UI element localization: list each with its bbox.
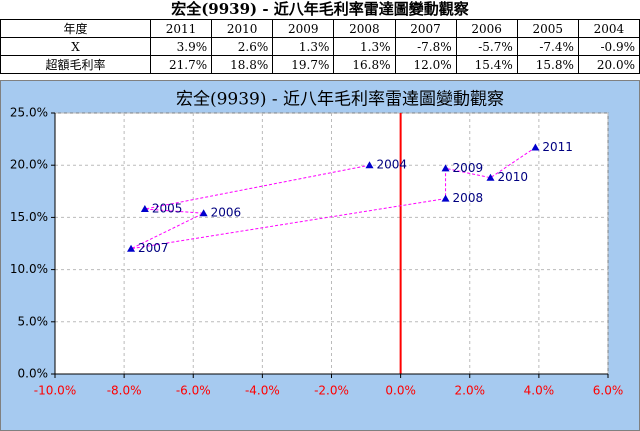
x-tick-label: -10.0% (34, 384, 76, 398)
y-tick-label: 25.0% (10, 106, 48, 120)
table-cell: 21.7% (149, 55, 213, 74)
chart: 宏全(9939) - 近八年毛利率雷達圖變動觀察 0.0% 5.0% 10.0% 15… (0, 80, 640, 431)
point (365, 161, 374, 169)
point-label: 2011 (542, 140, 573, 154)
table-title: 宏全(9939) - 近八年毛利率雷達圖變動觀察 (171, 0, 469, 18)
table-cell: 15.8% (516, 55, 579, 74)
x-tick-label: -8.0% (107, 384, 142, 398)
table-cell: 20.0% (577, 55, 640, 74)
table-cell: 19.7% (272, 55, 335, 74)
table-cell: 1.3% (272, 37, 335, 56)
point (199, 209, 208, 217)
table-row: X 3.9% 2.6% 1.3% 1.3% -7.8% -5.7% -7.4% -0.9% (0, 37, 640, 56)
x-tick-label: -4.0% (245, 384, 280, 398)
x-tick-label: -2.0% (314, 384, 349, 398)
header-cell: 2006 (455, 19, 518, 38)
x-tick-label: 0.0% (385, 384, 416, 398)
y-tick-label: 5.0% (18, 314, 49, 328)
table-row: 超額毛利率 21.7% 18.8% 19.7% 16.8% 12.0% 15.4% 15.8%… (0, 55, 640, 74)
point (441, 164, 450, 172)
point (127, 244, 136, 252)
chart-title: 宏全(9939) - 近八年毛利率雷達圖變動觀察 (176, 90, 504, 110)
point-label: 2005 (152, 202, 183, 216)
point-label: 2006 (211, 206, 242, 220)
table-row: 年度 2011 2010 2009 2008 2007 2006 2005 2004 (0, 19, 640, 38)
point-label: 2010 (497, 170, 528, 184)
point-label: 2004 (377, 158, 408, 172)
header-cell: 2011 (149, 19, 213, 38)
header-cell: 年度 (0, 19, 151, 38)
x-tick-label: 6.0% (593, 384, 624, 398)
y-tick-label: 15.0% (10, 210, 48, 224)
point (531, 143, 540, 151)
header-cell: 2007 (394, 19, 457, 38)
y-tick-label: 10.0% (10, 262, 48, 276)
y-tick-label: 20.0% (10, 158, 48, 172)
y-tick-label: 0.0% (18, 367, 49, 381)
data-table: 年度 2011 2010 2009 2008 2007 2006 2005 2004 X 3.9% 2… (0, 19, 640, 74)
table-cell: 超額毛利率 (0, 55, 151, 74)
point (140, 205, 149, 213)
x-tick-label: 4.0% (524, 384, 555, 398)
x-tick-label: -6.0% (176, 384, 211, 398)
table-cell: 15.4% (455, 55, 518, 74)
table-cell: -5.7% (455, 37, 518, 56)
table-cell: 18.8% (211, 55, 274, 74)
table-cell: 3.9% (149, 37, 213, 56)
header-cell: 2009 (272, 19, 335, 38)
point-label: 2007 (138, 241, 169, 255)
x-tick-label: 2.0% (455, 384, 486, 398)
connector-line (130, 147, 536, 250)
header-cell: 2010 (211, 19, 274, 38)
table-cell: -0.9% (577, 37, 640, 56)
header-cell: 2008 (333, 19, 396, 38)
table-cell: -7.4% (516, 37, 579, 56)
table-cell: -7.8% (394, 37, 457, 56)
point-label: 2009 (453, 161, 484, 175)
point (441, 194, 450, 202)
table-cell: 12.0% (394, 55, 457, 74)
point-label: 2008 (453, 191, 484, 205)
table-cell: X (0, 37, 151, 56)
table-cell: 2.6% (211, 37, 274, 56)
header-cell: 2004 (577, 19, 640, 38)
point (486, 173, 495, 181)
table-cell: 16.8% (333, 55, 396, 74)
table-cell: 1.3% (333, 37, 396, 56)
header-cell: 2005 (516, 19, 579, 38)
